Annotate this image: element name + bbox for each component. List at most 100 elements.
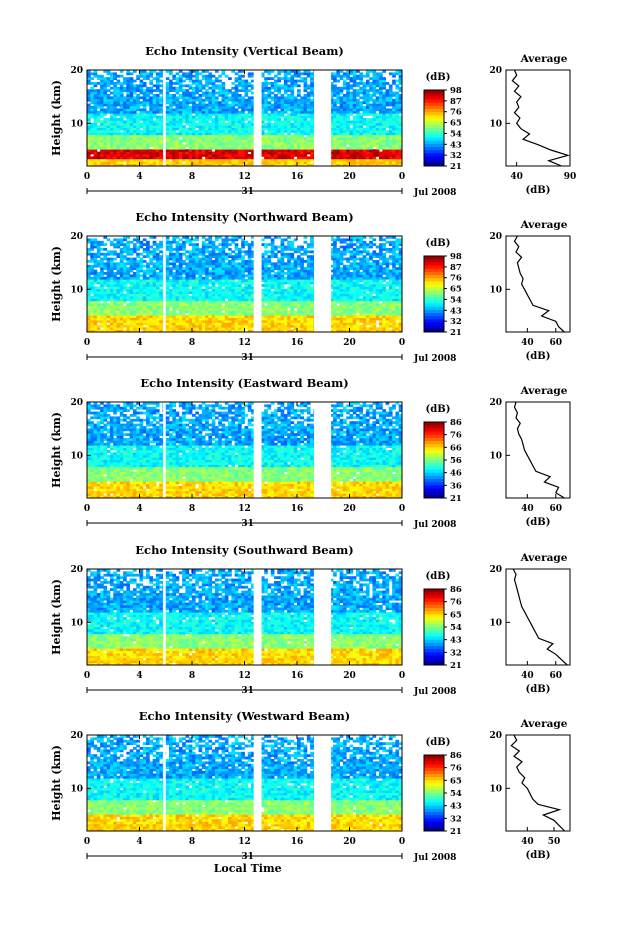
heatmap-cell bbox=[208, 125, 213, 128]
heatmap-cell bbox=[362, 108, 367, 112]
heatmap-cell bbox=[100, 305, 104, 309]
heatmap-cell bbox=[346, 134, 350, 138]
heatmap-cell bbox=[352, 322, 357, 326]
heatmap-cell bbox=[109, 86, 114, 90]
heatmap-cell bbox=[100, 154, 104, 157]
heatmap-cell bbox=[231, 120, 236, 124]
heatmap-cell bbox=[123, 108, 127, 112]
heatmap-cell bbox=[290, 329, 295, 333]
heatmap-cell bbox=[375, 130, 380, 133]
heatmap-cell bbox=[310, 305, 314, 309]
heatmap-cell bbox=[165, 130, 170, 133]
heatmap-cell bbox=[87, 303, 91, 306]
heatmap-cell bbox=[300, 120, 304, 124]
heatmap-cell bbox=[159, 303, 163, 306]
heatmap-cell bbox=[185, 303, 190, 306]
heatmap-cell bbox=[129, 146, 134, 150]
heatmap-cell bbox=[251, 308, 255, 311]
heatmap-cell bbox=[375, 101, 380, 104]
heatmap-cell bbox=[185, 151, 190, 155]
heatmap-cell bbox=[280, 305, 285, 309]
heatmap-cell bbox=[205, 79, 209, 83]
heatmap-cell bbox=[201, 312, 206, 316]
heatmap-cell bbox=[205, 96, 209, 100]
heatmap-cell bbox=[362, 144, 367, 148]
heatmap-cell bbox=[346, 120, 350, 124]
heatmap-cell bbox=[352, 108, 357, 112]
heatmap-cell bbox=[379, 98, 383, 102]
heatmap-cell bbox=[211, 142, 216, 145]
heatmap-cell bbox=[310, 142, 314, 145]
heatmap-cell bbox=[306, 146, 311, 150]
heatmap-cell bbox=[300, 327, 304, 330]
heatmap-cell bbox=[247, 106, 252, 109]
heatmap-cell bbox=[195, 110, 199, 114]
heatmap-cell bbox=[100, 127, 104, 131]
heatmap-cell bbox=[185, 122, 190, 126]
heatmap-cell bbox=[277, 146, 281, 150]
profile-x-label: (dB) bbox=[526, 185, 551, 196]
heatmap-cell bbox=[342, 106, 347, 109]
heatmap-cell bbox=[142, 320, 147, 323]
heatmap-cell bbox=[123, 293, 127, 297]
heatmap-cell bbox=[297, 293, 301, 297]
heatmap-cell bbox=[300, 115, 304, 119]
heatmap-cell bbox=[205, 91, 209, 95]
heatmap-cell bbox=[142, 132, 147, 136]
heatmap-cell bbox=[379, 154, 383, 157]
heatmap-cell bbox=[100, 317, 104, 321]
heatmap-cell bbox=[185, 139, 190, 143]
heatmap-cell bbox=[382, 94, 386, 97]
heatmap-cell bbox=[185, 74, 190, 78]
heatmap-cell bbox=[165, 113, 170, 116]
heatmap-cell bbox=[382, 118, 386, 121]
heatmap-cell bbox=[218, 132, 222, 136]
heatmap-cell bbox=[392, 101, 396, 104]
heatmap-cell bbox=[267, 315, 272, 318]
heatmap-cell bbox=[188, 312, 193, 316]
heatmap-cell bbox=[237, 146, 242, 150]
heatmap-cell bbox=[352, 142, 357, 145]
heatmap-cell bbox=[93, 291, 98, 294]
heatmap-cell bbox=[224, 103, 229, 107]
heatmap-cell bbox=[352, 310, 357, 314]
heatmap-cell bbox=[375, 308, 380, 311]
heatmap-cell bbox=[139, 156, 144, 160]
heatmap-cell bbox=[260, 103, 265, 107]
heatmap-cell bbox=[146, 139, 150, 143]
heatmap-cell bbox=[195, 72, 199, 76]
heatmap-cell bbox=[260, 151, 265, 155]
heatmap-cell bbox=[398, 312, 403, 316]
heatmap-cell bbox=[395, 139, 400, 143]
heatmap-cell bbox=[129, 132, 134, 136]
heatmap-cell bbox=[224, 312, 229, 316]
heatmap-cell bbox=[333, 298, 337, 302]
heatmap-cell bbox=[339, 310, 344, 314]
heatmap-cell bbox=[175, 322, 180, 326]
heatmap-cell bbox=[395, 110, 400, 114]
heatmap-cell bbox=[290, 156, 295, 160]
heatmap-cell bbox=[333, 120, 337, 124]
heatmap-cell bbox=[297, 156, 301, 160]
colorbar-swatch bbox=[424, 162, 444, 167]
heatmap-cell bbox=[392, 327, 396, 330]
heatmap-cell bbox=[178, 305, 183, 309]
heatmap-cell bbox=[172, 161, 176, 164]
heatmap-cell bbox=[382, 144, 386, 148]
heatmap-cell bbox=[132, 312, 137, 316]
heatmap-cell bbox=[172, 103, 176, 107]
heatmap-cell bbox=[113, 303, 117, 306]
heatmap-cell bbox=[198, 144, 203, 148]
heatmap-cell bbox=[359, 327, 364, 330]
heatmap-cell bbox=[303, 137, 308, 140]
heatmap-cell bbox=[90, 106, 94, 109]
heatmap-cell bbox=[132, 144, 137, 148]
heatmap-cell bbox=[287, 327, 291, 330]
heatmap-cell bbox=[192, 89, 196, 92]
heatmap-cell bbox=[142, 327, 147, 330]
heatmap-cell bbox=[224, 146, 229, 150]
heatmap-cell bbox=[290, 130, 295, 133]
heatmap-cell bbox=[87, 324, 91, 328]
heatmap-cell bbox=[195, 163, 199, 167]
heatmap-cell bbox=[274, 120, 278, 124]
